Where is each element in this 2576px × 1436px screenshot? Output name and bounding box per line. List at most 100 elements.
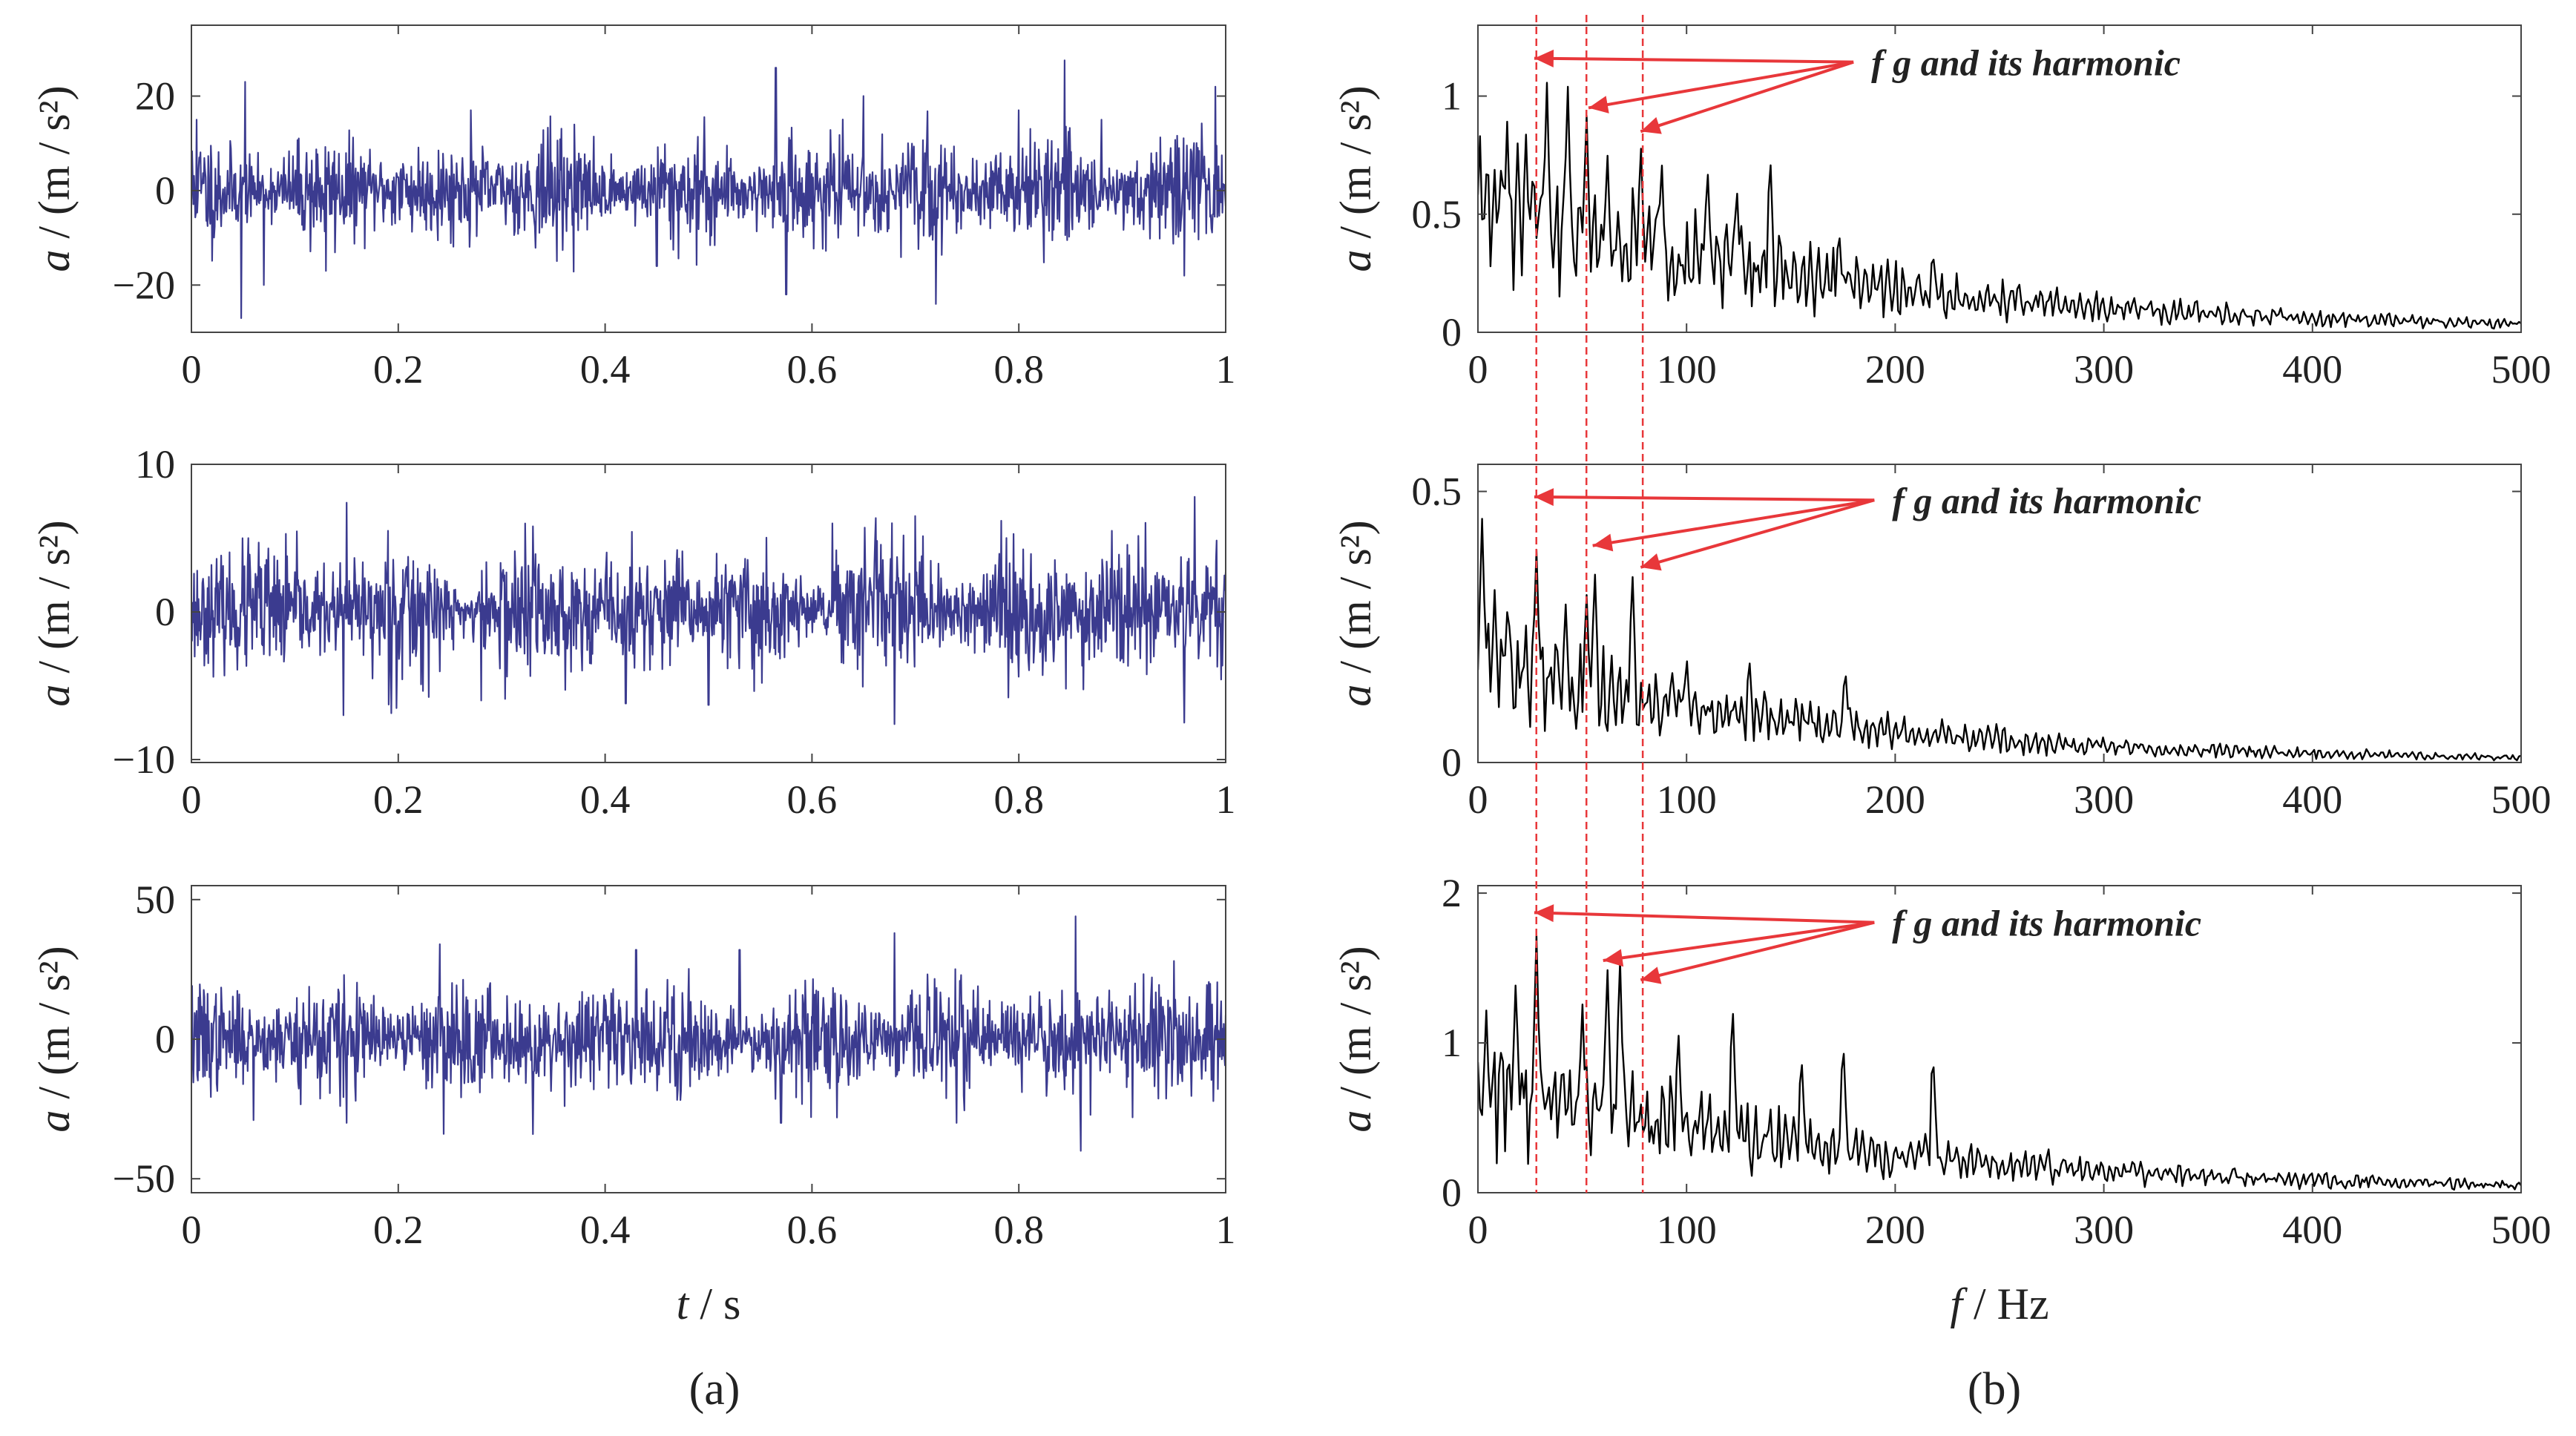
ytick-label-time2: 0 xyxy=(155,590,175,634)
arrow-spec2 xyxy=(1592,498,1875,547)
chart-spec2: 0 100 200 300 400 500 0 0.5 a / (m / s²) f g and … xyxy=(1331,464,2552,822)
xtick-label-spec1: 100 xyxy=(1657,347,1717,392)
xtick-label-time1: 0 xyxy=(182,347,202,392)
axes-box-time1 xyxy=(191,24,1226,333)
xtick-label-time2: 1 xyxy=(1216,777,1236,822)
xtick-label-spec2: 200 xyxy=(1865,777,1925,822)
arrow-spec1 xyxy=(1588,60,1854,110)
xtick-label-time3: 0 xyxy=(182,1208,202,1252)
arrow-spec2 xyxy=(1640,498,1875,569)
xtick-label-spec1: 0 xyxy=(1468,347,1488,392)
arrow-spec3 xyxy=(1534,911,1875,924)
arrow-spec1 xyxy=(1534,56,1854,64)
ytick-label-time3: 0 xyxy=(155,1017,175,1061)
xtick-label-spec2: 400 xyxy=(2282,777,2342,822)
axes-box-spec1 xyxy=(1477,24,2522,333)
ytick-label-time2: 10 xyxy=(135,442,175,487)
xtick-label-time2: 0 xyxy=(182,777,202,822)
arrow-head-spec3 xyxy=(1534,904,1554,923)
arrow-head-spec2 xyxy=(1640,553,1662,571)
ytick-label-spec1: 1 xyxy=(1442,74,1462,119)
series-time2 xyxy=(191,495,1226,725)
arrow-head-spec2 xyxy=(1534,488,1554,507)
arrow-head-spec3 xyxy=(1640,966,1662,984)
xtick-label-spec1: 400 xyxy=(2282,347,2342,392)
series-time3 xyxy=(191,915,1226,1152)
arrow-spec1 xyxy=(1640,60,1854,134)
xtick-label-spec3: 100 xyxy=(1657,1208,1717,1252)
ylabel-spec2: a / (m / s²) xyxy=(1331,520,1380,706)
ytick-label-spec2: 0.5 xyxy=(1412,470,1462,514)
ylabel-time3: a / (m / s²) xyxy=(30,946,79,1132)
axes-box-spec2 xyxy=(1477,464,2522,763)
xlabel-spec3: f / Hz xyxy=(1950,1279,2048,1328)
arrow-head-spec2 xyxy=(1592,533,1614,552)
xtick-label-spec3: 300 xyxy=(2074,1208,2134,1252)
xlabel-time3: t / s xyxy=(677,1279,741,1328)
xtick-label-spec3: 500 xyxy=(2491,1208,2552,1252)
annotation-spec3: f g and its harmonic xyxy=(1892,903,2201,944)
ytick-label-spec3: 2 xyxy=(1442,871,1462,915)
xtick-label-time3: 1 xyxy=(1216,1208,1236,1252)
xtick-label-time1: 0.8 xyxy=(993,347,1044,392)
axes-box-time2 xyxy=(191,464,1226,763)
ytick-label-time2: −10 xyxy=(113,737,175,782)
caption-a: (a) xyxy=(689,1364,740,1414)
series-spec1 xyxy=(1478,82,2521,330)
chart-spec1: 0 100 200 300 400 500 0 0.5 1 a / (m / s²) f g and… xyxy=(1331,24,2552,392)
ytick-label-spec1: 0.5 xyxy=(1412,192,1462,237)
caption-b: (b) xyxy=(1968,1364,2021,1414)
ylabel-time1: a / (m / s²) xyxy=(30,85,79,271)
xtick-label-time2: 0.6 xyxy=(787,777,838,822)
ytick-label-spec2: 0 xyxy=(1442,740,1462,785)
axes-box-spec3 xyxy=(1477,885,2522,1193)
ytick-label-spec3: 0 xyxy=(1442,1170,1462,1215)
xtick-label-spec2: 500 xyxy=(2491,777,2552,822)
xtick-label-time1: 0.2 xyxy=(373,347,424,392)
ylabel-time2: a / (m / s²) xyxy=(30,520,79,706)
ylabel-spec3: a / (m / s²) xyxy=(1331,946,1380,1132)
arrow-spec3 xyxy=(1640,920,1875,982)
annotation-spec1: f g and its harmonic xyxy=(1871,42,2181,84)
ytick-label-spec3: 1 xyxy=(1442,1021,1462,1065)
xtick-label-time3: 0.4 xyxy=(580,1208,631,1252)
ytick-label-time3: 50 xyxy=(135,877,175,922)
ytick-label-time1: 0 xyxy=(155,168,175,213)
ytick-label-time1: −20 xyxy=(113,263,175,307)
ytick-label-time3: −50 xyxy=(113,1156,175,1201)
arrow-head-spec1 xyxy=(1640,116,1662,134)
xtick-label-time3: 0.8 xyxy=(993,1208,1044,1252)
xtick-label-spec1: 200 xyxy=(1865,347,1925,392)
arrow-head-spec1 xyxy=(1588,96,1609,113)
xtick-label-time3: 0.6 xyxy=(787,1208,838,1252)
xtick-label-time1: 0.4 xyxy=(580,347,631,392)
xtick-label-time1: 1 xyxy=(1216,347,1236,392)
ylabel-spec1: a / (m / s²) xyxy=(1331,85,1380,271)
series-spec2 xyxy=(1478,518,2521,762)
xtick-label-spec1: 300 xyxy=(2074,347,2134,392)
series-spec3 xyxy=(1478,935,2521,1191)
xtick-label-spec2: 0 xyxy=(1468,777,1488,822)
annotation-spec2: f g and its harmonic xyxy=(1892,480,2201,521)
xtick-label-spec2: 300 xyxy=(2074,777,2134,822)
chart-spec3: 0 100 200 300 400 500 0 1 2 a / (m / s²) f / Hz f g… xyxy=(1331,871,2552,1328)
arrow-spec2 xyxy=(1534,495,1875,502)
xtick-label-spec3: 400 xyxy=(2282,1208,2342,1252)
xtick-label-time3: 0.2 xyxy=(373,1208,424,1252)
xtick-label-spec2: 100 xyxy=(1657,777,1717,822)
ytick-label-spec1: 0 xyxy=(1442,310,1462,355)
xtick-label-spec3: 200 xyxy=(1865,1208,1925,1252)
arrow-head-spec3 xyxy=(1603,949,1624,967)
arrow-spec3 xyxy=(1603,920,1875,962)
series-time1 xyxy=(191,59,1226,319)
xtick-label-time1: 0.6 xyxy=(787,347,838,392)
xtick-label-spec3: 0 xyxy=(1468,1208,1488,1252)
xtick-label-time2: 0.8 xyxy=(993,777,1044,822)
xtick-label-spec1: 500 xyxy=(2491,347,2552,392)
xtick-label-time2: 0.2 xyxy=(373,777,424,822)
